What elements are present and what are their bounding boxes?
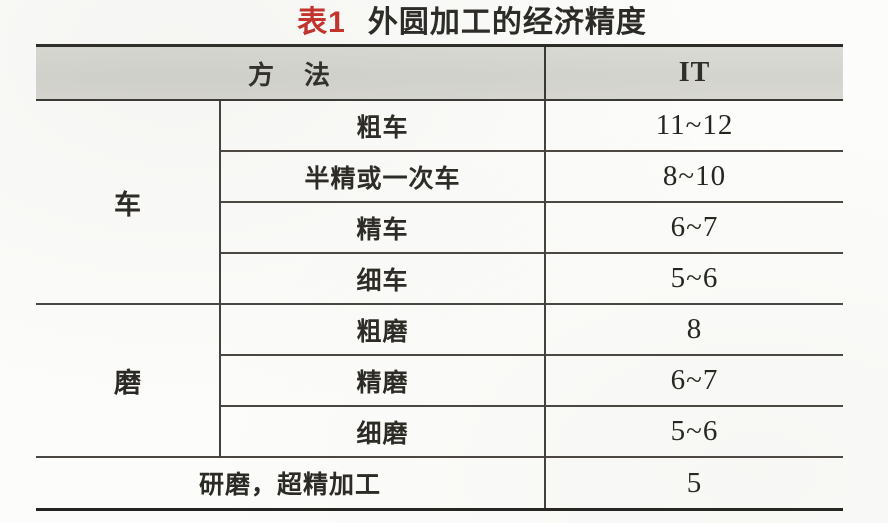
economic-precision-table: 方 法 IT 车 粗车 11~12 半精或一次车 8~10 精车 6~7 细车 … [36, 44, 844, 511]
table-row-fine-grinding: 细磨 5~6 [36, 405, 844, 457]
method-cell: 精磨 [220, 354, 547, 406]
method-cell: 粗磨 [220, 303, 547, 355]
table-row-rough-grinding: 磨 粗磨 8 [36, 303, 844, 457]
column-header-method: 方 法 [36, 44, 547, 101]
table-row-rough-turning: 车 粗车 11~12 [36, 99, 844, 304]
table-title: 表1 外圆加工的经济精度 [28, 0, 888, 41]
method-cell: 半精或一次车 [220, 150, 547, 202]
group-cell-grinding: 磨 [36, 303, 221, 457]
it-value-cell: 5~6 [545, 405, 844, 457]
it-value-cell: 6~7 [545, 354, 844, 406]
it-value-cell: 5 [545, 456, 844, 511]
column-header-it: IT [545, 44, 844, 101]
it-value-cell: 8~10 [545, 150, 844, 202]
it-value-cell: 11~12 [545, 99, 844, 151]
method-cell: 细磨 [220, 405, 547, 457]
table-caption: 外圆加工的经济精度 [367, 6, 647, 39]
table-row-finish-turning: 精车 6~7 [36, 201, 844, 253]
method-cell: 粗车 [220, 99, 547, 151]
it-value-cell: 5~6 [545, 252, 844, 304]
method-cell: 细车 [220, 252, 547, 304]
it-value-cell: 8 [545, 303, 844, 355]
table-number-label: 表1 [297, 6, 346, 39]
method-cell-merged: 研磨，超精加工 [36, 456, 547, 511]
table-row-semifinish-turning: 半精或一次车 8~10 [36, 150, 844, 202]
method-cell: 精车 [220, 201, 547, 253]
table-row-lapping-superfinishing: 研磨，超精加工 5 [36, 456, 844, 511]
it-value-cell: 6~7 [545, 201, 844, 253]
header-row: 方 法 IT [36, 44, 844, 101]
group-cell-turning: 车 [36, 99, 221, 304]
table-row-finish-grinding: 精磨 6~7 [36, 354, 844, 406]
table-row-fine-turning: 细车 5~6 [36, 252, 844, 304]
